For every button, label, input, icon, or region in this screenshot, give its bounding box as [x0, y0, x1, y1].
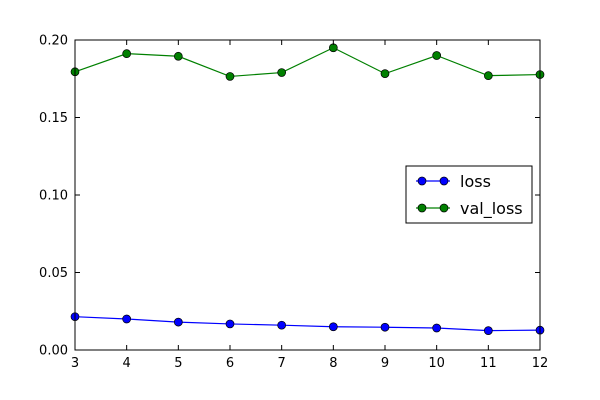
data-point-val-loss — [225, 72, 235, 81]
data-point-loss — [225, 319, 235, 329]
data-point-loss — [277, 320, 287, 330]
legend-label: val_loss — [460, 199, 523, 219]
x-tick-label: 10 — [428, 356, 445, 371]
legend-marker — [417, 176, 427, 186]
x-axis: 3 4 5 6 7 8 9 10 11 12 — [71, 40, 548, 371]
legend-box — [405, 165, 533, 224]
legend-marker — [439, 176, 449, 186]
x-tick-label: 12 — [532, 356, 549, 371]
data-point-loss — [173, 317, 183, 327]
data-point-val-loss — [173, 51, 183, 61]
x-tick-label: 7 — [278, 356, 286, 371]
x-tick-label: 5 — [174, 356, 182, 371]
data-point-loss — [380, 322, 390, 332]
legend-label: loss — [460, 172, 491, 191]
y-tick-label: 0.05 — [39, 266, 68, 281]
x-tick-label: 9 — [381, 356, 389, 371]
chart-marks — [70, 43, 545, 335]
data-point-val-loss — [380, 69, 390, 78]
data-point-loss — [483, 326, 493, 335]
x-tick-label: 8 — [329, 356, 337, 371]
data-point-val-loss — [277, 68, 287, 77]
y-tick-label: 0.20 — [39, 34, 68, 49]
data-point-val-loss — [483, 71, 493, 81]
y-tick-label: 0.15 — [39, 111, 68, 126]
x-tick-label: 6 — [226, 356, 234, 371]
y-axis: 0.00 0.05 0.10 0.15 0.20 — [39, 34, 540, 359]
x-tick-label: 3 — [71, 356, 79, 371]
plot-frame — [74, 39, 541, 351]
data-point-loss — [432, 323, 442, 333]
series-line-val-loss — [74, 47, 541, 78]
legend-marker — [439, 203, 449, 213]
data-point-val-loss — [122, 49, 132, 58]
y-tick-label: 0.00 — [39, 344, 68, 359]
series-line-loss — [74, 316, 541, 332]
data-point-loss — [122, 314, 132, 324]
legend: loss val_loss — [405, 165, 533, 224]
x-tick-label: 4 — [123, 356, 131, 371]
data-point-val-loss — [432, 51, 442, 60]
x-tick-label: 11 — [480, 356, 497, 371]
legend-marker — [417, 203, 427, 213]
data-point-loss — [328, 322, 338, 332]
y-tick-label: 0.10 — [39, 189, 68, 204]
